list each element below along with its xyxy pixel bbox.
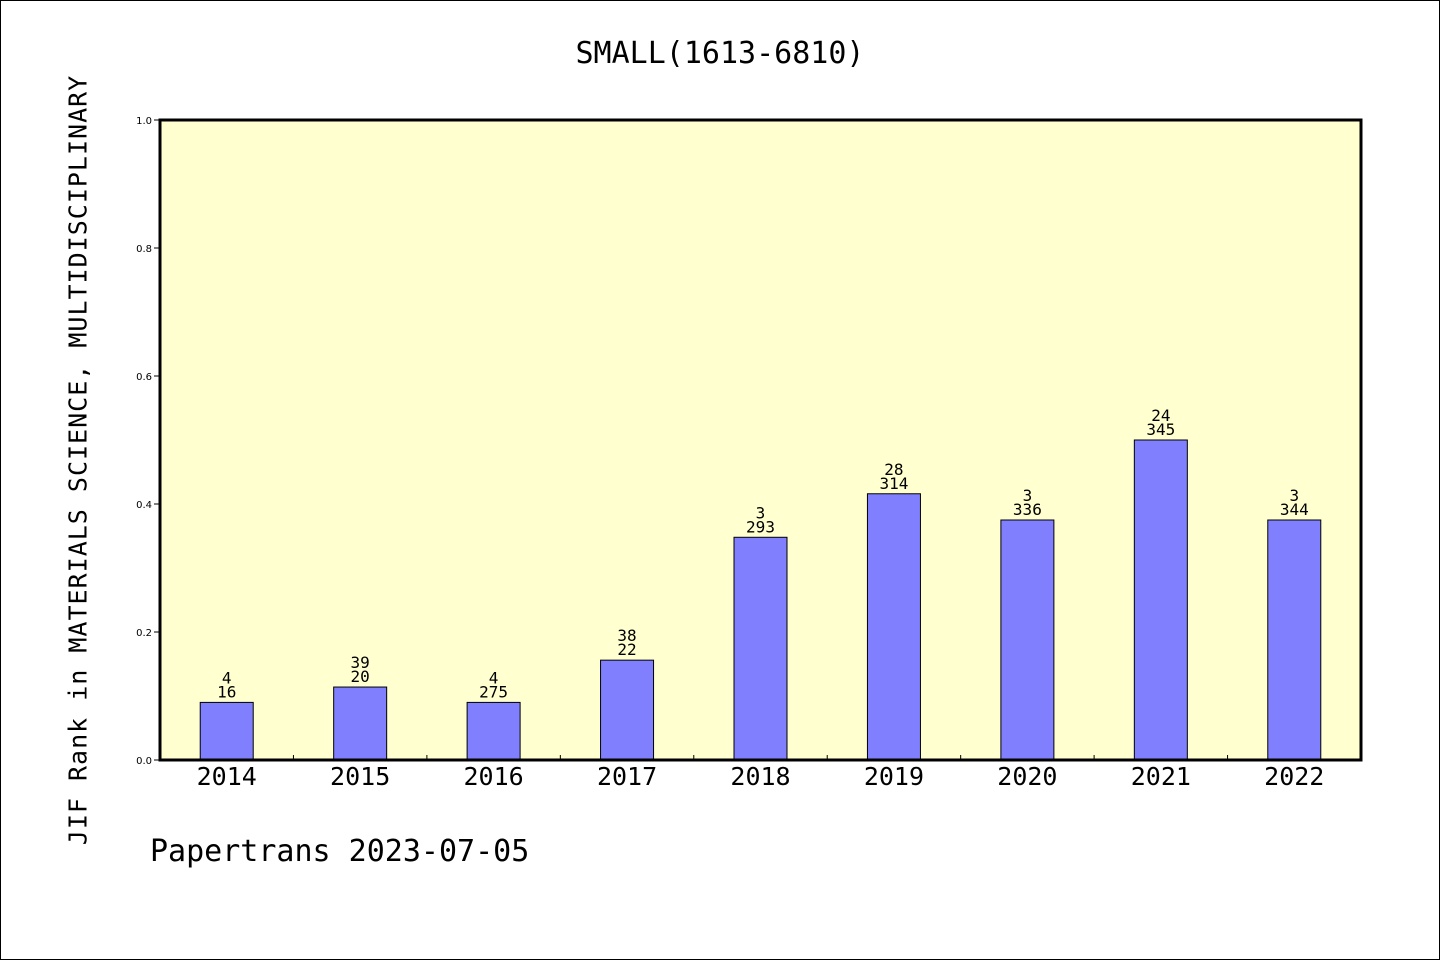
- bar-label-top-2020: 3: [1023, 486, 1033, 505]
- y-tick-label: 0.2: [136, 628, 152, 639]
- bar-label-bottom-2018: 293: [746, 517, 775, 536]
- bar-label-top-2019: 28: [884, 460, 903, 479]
- bar-label-bottom-2014: 16: [217, 682, 236, 701]
- y-tick-label: 1.0: [136, 116, 152, 127]
- bar-label-top-2018: 3: [756, 503, 766, 522]
- bar-2019: [866, 493, 921, 761]
- bar-2017: [600, 659, 655, 761]
- x-tick-label-2016: 2016: [464, 762, 524, 791]
- bar-label-bottom-2015: 20: [351, 667, 370, 686]
- bar-label-bottom-2019: 314: [879, 474, 908, 493]
- bar-label-top-2022: 3: [1289, 486, 1299, 505]
- bar-label-top-2015: 39: [351, 653, 370, 672]
- y-tick-label: 0.8: [136, 244, 152, 255]
- x-tick-label-2020: 2020: [997, 762, 1057, 791]
- x-tick-label-2017: 2017: [597, 762, 657, 791]
- bar-2014: [199, 701, 254, 761]
- bar-2016: [466, 701, 521, 761]
- x-tick-label-2018: 2018: [730, 762, 790, 791]
- bar-label-bottom-2021: 345: [1146, 420, 1175, 439]
- x-tick-label-2015: 2015: [330, 762, 390, 791]
- bar-label-bottom-2017: 22: [617, 640, 636, 659]
- footer-watermark: Papertrans 2023-07-05: [150, 834, 530, 869]
- x-tick-label-2021: 2021: [1131, 762, 1191, 791]
- y-tick-label: 0.0: [136, 756, 152, 767]
- bar-label-bottom-2022: 344: [1280, 500, 1309, 519]
- bar-label-top-2014: 4: [222, 668, 232, 687]
- bar-2020: [1000, 519, 1055, 761]
- plot-border: [158, 118, 1363, 762]
- bar-2021: [1133, 439, 1188, 761]
- bar-label-bottom-2016: 275: [479, 682, 508, 701]
- bar-label-top-2017: 38: [617, 626, 636, 645]
- bar-label-top-2016: 4: [489, 668, 499, 687]
- bar-2015: [333, 686, 388, 761]
- bar-2022: [1267, 519, 1322, 761]
- bar-label-top-2021: 24: [1151, 406, 1170, 425]
- y-tick-label: 0.6: [136, 372, 152, 383]
- x-tick-label-2022: 2022: [1264, 762, 1324, 791]
- y-tick-label: 0.4: [136, 500, 152, 511]
- bar-label-bottom-2020: 336: [1013, 500, 1042, 519]
- bar-2018: [733, 536, 788, 761]
- x-tick-label-2019: 2019: [864, 762, 924, 791]
- chart-title: SMALL(1613-6810): [575, 36, 865, 71]
- x-tick-label-2014: 2014: [197, 762, 257, 791]
